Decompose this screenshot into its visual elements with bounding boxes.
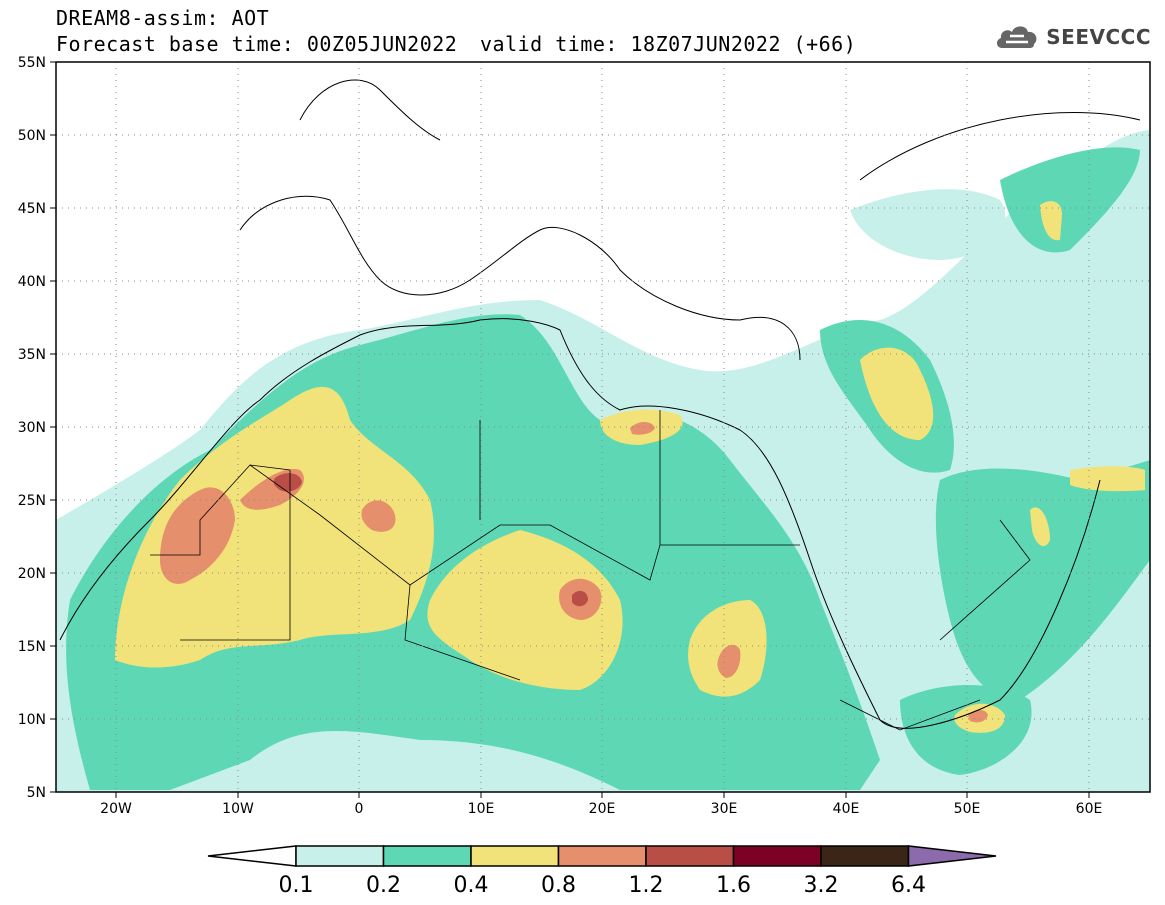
lat-label: 25N xyxy=(18,493,46,509)
legend-label: 1.2 xyxy=(629,873,664,898)
map-title: DREAM8-assim: AOT xyxy=(56,6,270,30)
valid-time: valid time: 18Z07JUN2022 (+66) xyxy=(480,32,857,56)
aot-band-0.4-iraq xyxy=(860,347,934,440)
lon-label: 40E xyxy=(833,801,860,817)
lat-label: 40N xyxy=(18,274,46,290)
aot-band-0.8-libya xyxy=(630,422,655,435)
lon-label: 50E xyxy=(954,801,981,817)
legend-label: 6.4 xyxy=(891,873,926,898)
longitude-labels: 20W 10W 0 10E 20E 30E 40E 50E 60E xyxy=(100,801,1102,817)
legend-swatch xyxy=(732,845,822,867)
latitude-labels: 55N 50N 45N 40N 35N 30N 25N 20N 15N 10N … xyxy=(18,55,46,801)
aot-band-0.4-iran xyxy=(1070,466,1145,492)
graticule xyxy=(56,62,1150,792)
aot-band-0.4 xyxy=(115,386,434,668)
legend-label: 1.6 xyxy=(716,873,751,898)
lat-label: 50N xyxy=(18,128,46,144)
aot-band-0.2-caspian xyxy=(1000,147,1140,253)
logo-text: SEEVCCC xyxy=(1046,25,1151,49)
color-legend xyxy=(207,845,997,867)
lat-label: 20N xyxy=(18,566,46,582)
aot-band-0.1-caspian xyxy=(850,189,1006,260)
aot-band-1.2-chad xyxy=(572,590,588,607)
coastlines xyxy=(59,79,1141,729)
aot-band-0.4-oman xyxy=(1030,507,1050,547)
legend-swatch xyxy=(470,845,560,867)
aot-field xyxy=(56,62,1150,792)
aot-band-0.8-somalia xyxy=(968,709,988,723)
lat-label: 5N xyxy=(27,785,46,801)
aot-band-0.2-arabia xyxy=(935,460,1150,700)
lon-label: 20E xyxy=(589,801,616,817)
legend-swatch xyxy=(295,845,385,867)
lat-label: 55N xyxy=(18,55,46,71)
lon-label: 10W xyxy=(222,801,254,817)
legend-label: 0.1 xyxy=(279,873,314,898)
legend-label: 3.2 xyxy=(804,873,839,898)
aot-band-0.8 xyxy=(160,487,235,584)
tick-marks xyxy=(50,61,1090,798)
legend-label: 0.4 xyxy=(454,873,489,898)
aot-band-0.4-kaz xyxy=(1040,201,1062,241)
lat-label: 45N xyxy=(18,201,46,217)
cloud-icon xyxy=(997,26,1037,48)
legend-max-arrow xyxy=(907,845,997,867)
lon-label: 10E xyxy=(468,801,495,817)
lat-label: 35N xyxy=(18,347,46,363)
lat-label: 15N xyxy=(18,639,46,655)
forecast-base-time: Forecast base time: 00Z05JUN2022 xyxy=(56,32,458,56)
aot-band-0.8-sudan xyxy=(717,644,741,678)
lon-label: 60E xyxy=(1076,801,1103,817)
lon-label: 0 xyxy=(355,801,364,817)
seevccc-logo: SEEVCCC xyxy=(994,22,1151,52)
legend-swatch xyxy=(820,845,910,867)
legend-min-arrow xyxy=(207,845,297,867)
legend-label: 0.8 xyxy=(541,873,576,898)
legend-swatch xyxy=(645,845,735,867)
legend-labels: 0.1 0.2 0.4 0.8 1.2 1.6 3.2 6.4 xyxy=(279,873,927,898)
aot-band-0.4-chad xyxy=(427,530,623,690)
legend-swatch xyxy=(557,845,647,867)
lat-label: 30N xyxy=(18,420,46,436)
lon-label: 20W xyxy=(100,801,132,817)
lon-label: 30E xyxy=(711,801,738,817)
legend-swatch xyxy=(382,845,472,867)
aot-band-0.8-c xyxy=(361,500,396,532)
borders xyxy=(150,410,1031,731)
lat-label: 10N xyxy=(18,712,46,728)
legend-label: 0.2 xyxy=(366,873,401,898)
